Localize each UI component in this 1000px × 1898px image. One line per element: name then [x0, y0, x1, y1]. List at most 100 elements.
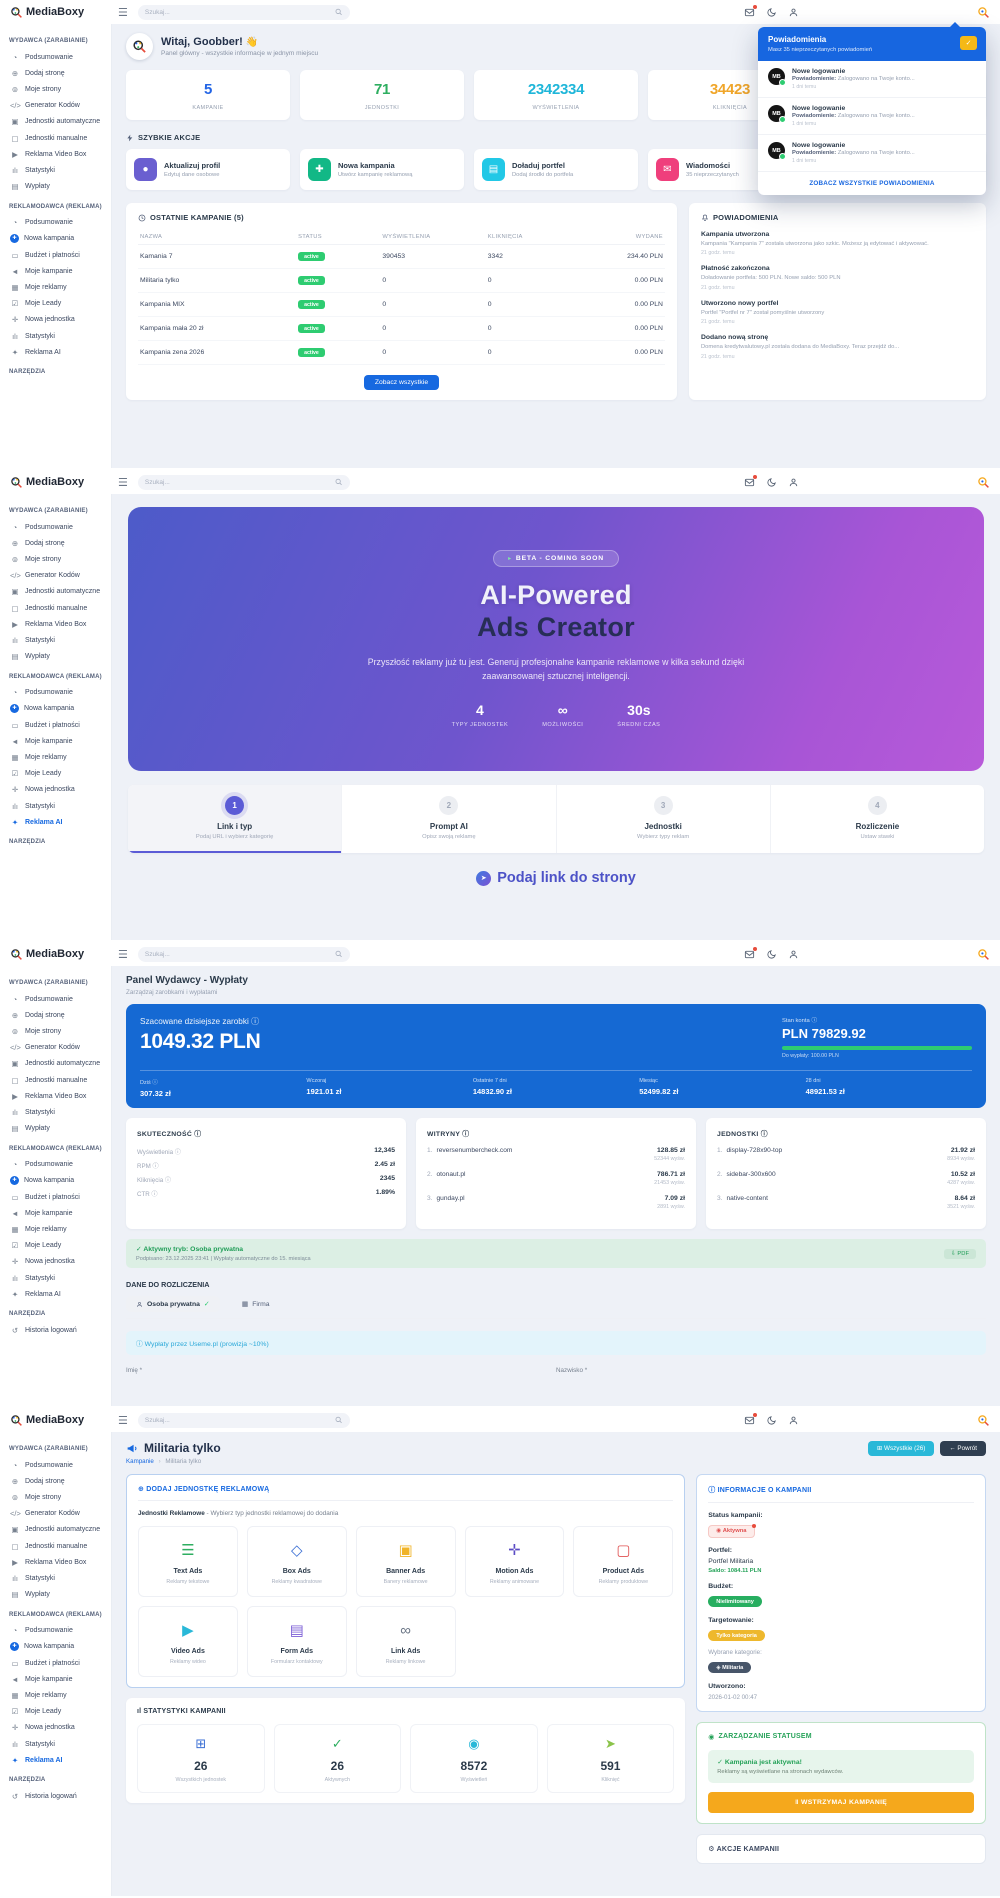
sidebar-item-moje-leady[interactable]: ☑ Moje Leady	[11, 1707, 62, 1717]
search-input[interactable]	[144, 8, 331, 16]
dark-mode-icon[interactable]	[766, 949, 777, 960]
sidebar-item-reklama-ai[interactable]: ✦ Reklama AI	[11, 347, 61, 357]
sidebar-item-nowa-kampania[interactable]: ✚ Nowa kampania	[9, 701, 102, 717]
ad-type-text-ads[interactable]: ☰ Text Ads Reklamy tekstowe	[138, 1526, 238, 1597]
sidebar-item-moje-kampanie[interactable]: ◄ Moje kampanie	[11, 1208, 73, 1218]
sidebar-item-podsumowanie[interactable]: ◔ Podsumowanie	[12, 52, 73, 62]
sidebar-item-jednostki-automatyczne[interactable]: ▣ Jednostki automatyczne	[11, 117, 101, 127]
sidebar-item-wyplaty[interactable]: ▤ Wypłaty	[11, 1124, 50, 1134]
menu-icon[interactable]: ☰	[118, 476, 128, 489]
avatar-logo-icon[interactable]	[977, 6, 990, 19]
sidebar-item-nowa-kampania[interactable]: ✚ Nowa kampania	[9, 231, 102, 247]
sidebar-item-reklama-video-box[interactable]: ▶ Reklama Video Box	[12, 619, 87, 629]
sidebar-item-jednostki-manualne[interactable]: ▢ Jednostki manualne	[11, 1541, 88, 1551]
dark-mode-icon[interactable]	[766, 477, 777, 488]
sidebar-item-podsumowanie[interactable]: ◔ Podsumowanie	[12, 994, 73, 1004]
sidebar-item-statystyki[interactable]: ılı Statystyki	[12, 635, 55, 645]
campaign-row[interactable]: Militaria tylko active 0 0 0.00 PLN	[138, 268, 665, 293]
campaign-row[interactable]: Kampania mała 20 zł active 0 0 0.00 PLN	[138, 316, 665, 341]
ad-type-box-ads[interactable]: ◇ Box Ads Reklamy kwadratowe	[246, 1526, 347, 1597]
dropdown-notification-item[interactable]: MB Nowe logowanie Powiadomienie: Zalogow…	[758, 61, 986, 98]
sidebar-item-wyplaty[interactable]: ▤ Wypłaty	[11, 652, 50, 662]
campaign-row[interactable]: Kamania 7 active 390453 3342 234.40 PLN	[138, 244, 665, 269]
sidebar-item-moje-kampanie[interactable]: ◄ Moje kampanie	[11, 736, 73, 746]
sidebar-item-historia-logowan[interactable]: ↺ Historia logowań	[11, 1325, 77, 1335]
pause-campaign-button[interactable]: ‖ WSTRZYMAJ KAMPANIĘ	[708, 1791, 974, 1813]
sidebar-item-moje-leady[interactable]: ☑ Moje Leady	[11, 769, 62, 779]
menu-icon[interactable]: ☰	[118, 1414, 128, 1427]
search-bar[interactable]	[137, 4, 350, 20]
mark-read-button[interactable]: ✓	[960, 36, 977, 50]
ad-type-form-ads[interactable]: ▤ Form Ads Formularz kontaktowy	[246, 1606, 347, 1677]
sidebar-item-nowa-jednostka[interactable]: ✛ Nowa jednostka	[11, 315, 75, 325]
quick-action-doladuj-portfel[interactable]: ▤ Doładuj portfel Dodaj środki do portfe…	[474, 149, 638, 190]
sidebar-item-moje-strony[interactable]: ⊚ Moje strony	[11, 1026, 62, 1036]
search-bar[interactable]	[137, 474, 350, 490]
wizard-step[interactable]: 2 Prompt AI Opisz swoją reklamę	[342, 785, 557, 853]
sidebar-item-jednostki-automatyczne[interactable]: ▣ Jednostki automatyczne	[11, 1525, 101, 1535]
campaign-row[interactable]: Kampania MIX active 0 0 0.00 PLN	[138, 292, 665, 317]
dropdown-notification-item[interactable]: MB Nowe logowanie Powiadomienie: Zalogow…	[758, 135, 986, 172]
ad-type-video-ads[interactable]: ▶ Video Ads Reklamy wideo	[138, 1606, 238, 1677]
ad-type-product-ads[interactable]: ▢ Product Ads Reklamy produktowe	[573, 1526, 674, 1597]
avatar-logo-icon[interactable]	[977, 948, 990, 961]
search-input[interactable]	[144, 1416, 331, 1424]
quick-action-aktualizuj-profil[interactable]: ● Aktualizuj profil Edytuj dane osobowe	[126, 149, 290, 190]
sidebar-item-historia-logowan[interactable]: ↺ Historia logowań	[11, 1791, 77, 1801]
sidebar-item-podsumowanie-reklama[interactable]: ◔ Podsumowanie	[12, 688, 73, 698]
quick-action-nowa-kampania[interactable]: ✚ Nowa kampania Utwórz kampanię reklamow…	[300, 149, 464, 190]
sidebar-item-statystyki[interactable]: ılı Statystyki	[12, 165, 55, 175]
sidebar-item-reklama-ai[interactable]: ✦ Reklama AI	[11, 1755, 63, 1765]
sidebar-item-dodaj-strone[interactable]: ⊕ Dodaj stronę	[11, 538, 65, 548]
sidebar-item-reklama-video-box[interactable]: ▶ Reklama Video Box	[12, 1557, 87, 1567]
sidebar-item-moje-reklamy[interactable]: ▦ Moje reklamy	[11, 283, 67, 293]
search-bar[interactable]	[137, 946, 350, 962]
sidebar-item-statystyki[interactable]: ılı Statystyki	[12, 1107, 55, 1117]
sidebar-item-podsumowanie[interactable]: ◔ Podsumowanie	[12, 1460, 73, 1470]
sidebar-item-podsumowanie[interactable]: ◔ Podsumowanie	[12, 522, 73, 532]
ad-type-link-ads[interactable]: ∞ Link Ads Reklamy linkowe	[355, 1606, 456, 1677]
sidebar-item-budzet-i-platnosci[interactable]: ▭ Budżet i płatności	[11, 250, 80, 260]
sidebar-item-podsumowanie-reklama[interactable]: ◔ Podsumowanie	[12, 1160, 73, 1170]
avatar-logo-icon[interactable]	[977, 1414, 990, 1427]
sidebar-item-moje-kampanie[interactable]: ◄ Moje kampanie	[11, 1674, 73, 1684]
dark-mode-icon[interactable]	[766, 7, 777, 18]
sidebar-item-jednostki-automatyczne[interactable]: ▣ Jednostki automatyczne	[11, 1059, 101, 1069]
tab-company[interactable]: ▦ Firma	[241, 1300, 270, 1309]
sidebar-item-statystyki-reklama[interactable]: ılı Statystyki	[12, 331, 55, 341]
sidebar-item-moje-kampanie[interactable]: ◄ Moje kampanie	[11, 266, 73, 276]
mail-icon[interactable]	[744, 4, 757, 18]
sidebar-item-moje-reklamy[interactable]: ▦ Moje reklamy	[11, 1225, 67, 1235]
all-units-button[interactable]: ⊞ Wszystkie (26)	[868, 1441, 935, 1456]
sidebar-item-jednostki-manualne[interactable]: ▢ Jednostki manualne	[11, 603, 88, 613]
sidebar-item-nowa-kampania[interactable]: ✚ Nowa kampania	[9, 1173, 102, 1189]
search-bar[interactable]	[137, 1412, 350, 1428]
sidebar-item-jednostki-manualne[interactable]: ▢ Jednostki manualne	[11, 133, 88, 143]
mail-icon[interactable]	[744, 946, 757, 960]
dark-mode-icon[interactable]	[766, 1415, 777, 1426]
sidebar-item-moje-strony[interactable]: ⊚ Moje strony	[11, 1492, 62, 1502]
sidebar-item-generator-kodow[interactable]: </> Generator Kodów	[10, 1043, 80, 1053]
sidebar-item-wyplaty[interactable]: ▤ Wypłaty	[11, 1590, 50, 1600]
wizard-step[interactable]: 4 Rozliczenie Ustaw stawki	[771, 785, 984, 853]
sidebar-item-moje-leady[interactable]: ☑ Moje Leady	[11, 1241, 62, 1251]
sidebar-item-dodaj-strone[interactable]: ⊕ Dodaj stronę	[11, 1476, 65, 1486]
view-all-button[interactable]: Zobacz wszystkie	[363, 375, 440, 390]
pdf-download-button[interactable]: ⇩ PDF	[943, 1248, 976, 1259]
sidebar-item-reklama-video-box[interactable]: ▶ Reklama Video Box	[12, 149, 87, 159]
sidebar-item-podsumowanie-reklama[interactable]: ◔ Podsumowanie	[12, 1626, 73, 1636]
sidebar-item-budzet-i-platnosci[interactable]: ▭ Budżet i płatności	[11, 1658, 80, 1668]
breadcrumb-campaigns[interactable]: Kampanie	[126, 1458, 154, 1465]
sidebar-item-moje-strony[interactable]: ⊚ Moje strony	[11, 84, 62, 94]
sidebar-item-statystyki-reklama[interactable]: ılı Statystyki	[12, 801, 55, 811]
profile-icon[interactable]	[788, 7, 799, 18]
wizard-step[interactable]: 1 Link i typ Podaj URL i wybierz kategor…	[128, 785, 343, 853]
avatar-logo-icon[interactable]	[977, 476, 990, 489]
sidebar-item-jednostki-automatyczne[interactable]: ▣ Jednostki automatyczne	[11, 587, 101, 597]
sidebar-item-moje-reklamy[interactable]: ▦ Moje reklamy	[11, 753, 67, 763]
sidebar-item-nowa-jednostka[interactable]: ✛ Nowa jednostka	[11, 785, 75, 795]
sidebar-item-nowa-jednostka[interactable]: ✛ Nowa jednostka	[11, 1723, 75, 1733]
dropdown-notification-item[interactable]: MB Nowe logowanie Powiadomienie: Zalogow…	[758, 98, 986, 135]
sidebar-item-dodaj-strone[interactable]: ⊕ Dodaj stronę	[11, 68, 65, 78]
sidebar-item-dodaj-strone[interactable]: ⊕ Dodaj stronę	[11, 1010, 65, 1020]
